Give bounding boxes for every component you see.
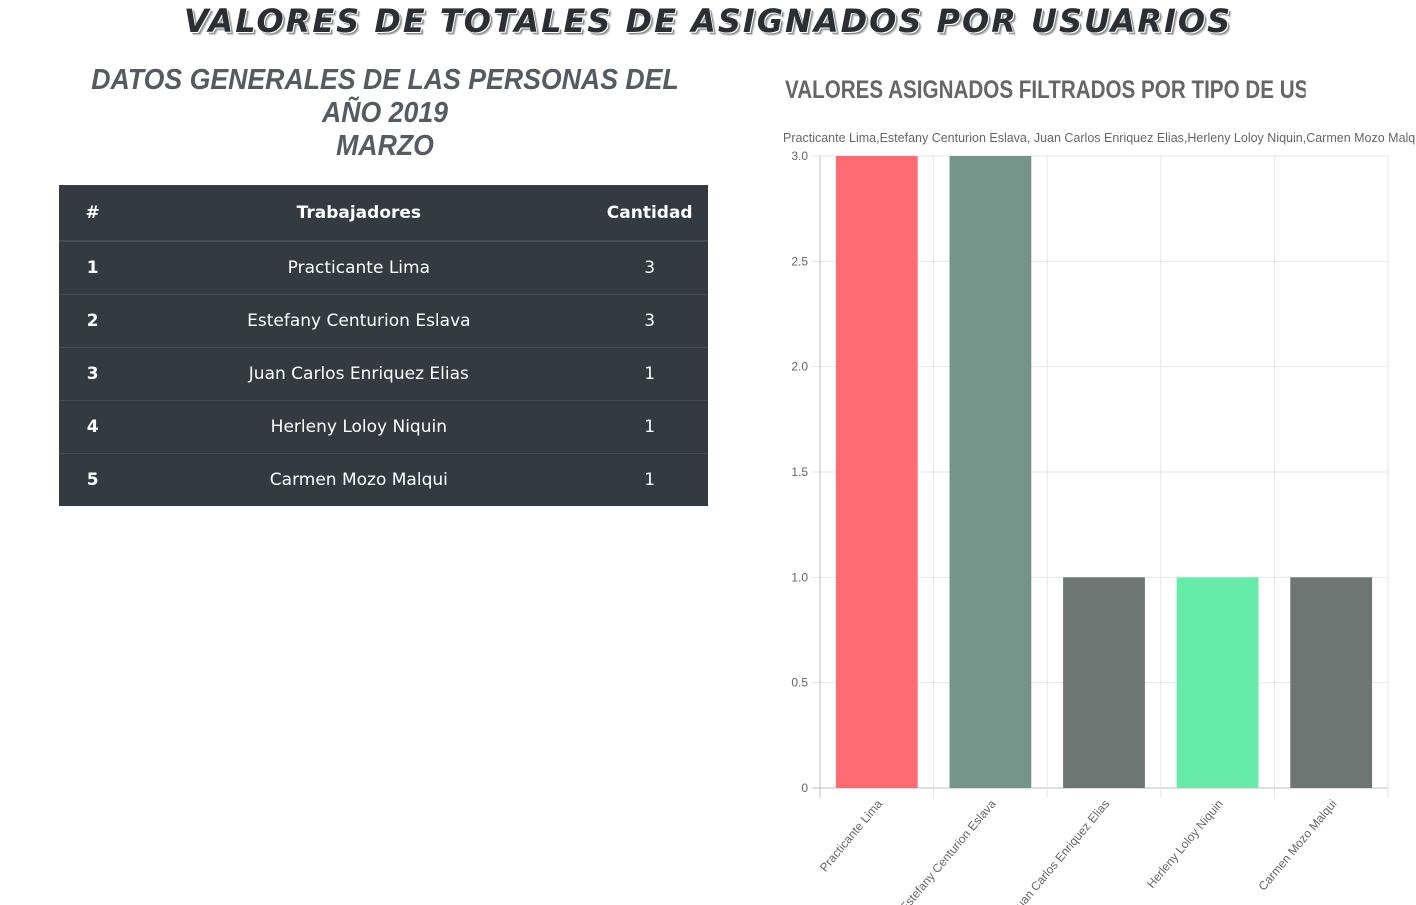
y-tick-label: 1.0 bbox=[791, 570, 808, 584]
x-tick-label: Herleny Loloy Niquin bbox=[1144, 797, 1226, 891]
row-quantity: 1 bbox=[591, 347, 708, 401]
table-row: 1 Practicante Lima 3 bbox=[59, 240, 708, 295]
x-tick-label: Juan Carlos Enriquez Elias bbox=[1009, 797, 1112, 905]
bar-chart-container: Practicante Lima,Estefany Centurion Esla… bbox=[760, 125, 1416, 905]
table-row: 2 Estefany Centurion Eslava 3 bbox=[59, 294, 708, 348]
x-tick-label: Estefany Centurion Eslava bbox=[897, 797, 999, 905]
bar bbox=[1176, 577, 1259, 788]
header-quantity: Cantidad bbox=[591, 185, 708, 242]
subtitle-line-1: DATOS GENERALES DE LAS PERSONAS DEL AÑO … bbox=[91, 64, 679, 129]
chart-title: VALORES ASIGNADOS FILTRADOS POR TIPO DE … bbox=[785, 76, 1306, 104]
header-workers: Trabajadores bbox=[126, 185, 592, 242]
row-worker-name: Juan Carlos Enriquez Elias bbox=[126, 347, 592, 401]
row-worker-name: Herleny Loloy Niquin bbox=[126, 400, 592, 454]
y-tick-label: 1.5 bbox=[791, 465, 808, 479]
y-tick-label: 0.5 bbox=[791, 676, 808, 690]
workers-table: # Trabajadores Cantidad 1 Practicante Li… bbox=[59, 185, 708, 506]
row-worker-name: Carmen Mozo Malqui bbox=[126, 453, 592, 506]
bar bbox=[1290, 577, 1373, 788]
table-row: 4 Herleny Loloy Niquin 1 bbox=[59, 400, 708, 454]
row-worker-name: Practicante Lima bbox=[126, 240, 592, 295]
y-tick-label: 0 bbox=[801, 781, 808, 795]
main-title: VALORES DE TOTALES DE ASIGNADOS POR USUA… bbox=[183, 2, 1233, 40]
bar bbox=[835, 156, 918, 788]
y-tick-label: 2.0 bbox=[791, 360, 808, 374]
table-header-row: # Trabajadores Cantidad bbox=[59, 185, 708, 242]
row-index: 4 bbox=[59, 400, 127, 454]
row-index: 3 bbox=[59, 347, 127, 401]
section-subtitle: DATOS GENERALES DE LAS PERSONAS DEL AÑO … bbox=[86, 64, 684, 163]
legend-label: Practicante Lima,Estefany Centurion Esla… bbox=[783, 131, 1416, 145]
bar-chart: Practicante Lima,Estefany Centurion Esla… bbox=[783, 131, 1416, 905]
x-tick-label: Carmen Mozo Malqui bbox=[1255, 797, 1339, 893]
row-quantity: 1 bbox=[591, 400, 708, 454]
table-row: 3 Juan Carlos Enriquez Elias 1 bbox=[59, 347, 708, 401]
row-index: 1 bbox=[59, 240, 127, 295]
row-worker-name: Estefany Centurion Eslava bbox=[126, 294, 592, 348]
table-row: 5 Carmen Mozo Malqui 1 bbox=[59, 453, 708, 506]
row-index: 5 bbox=[59, 453, 127, 506]
row-quantity: 3 bbox=[591, 240, 708, 295]
x-tick-label: Practicante Lima bbox=[817, 797, 885, 875]
header-index: # bbox=[59, 185, 127, 242]
subtitle-line-2: MARZO bbox=[336, 130, 434, 162]
bar bbox=[949, 156, 1032, 788]
row-quantity: 1 bbox=[591, 453, 708, 506]
row-index: 2 bbox=[59, 294, 127, 348]
y-tick-label: 2.5 bbox=[791, 254, 808, 268]
row-quantity: 3 bbox=[591, 294, 708, 348]
bar bbox=[1063, 577, 1145, 788]
y-tick-label: 3.0 bbox=[791, 149, 808, 163]
